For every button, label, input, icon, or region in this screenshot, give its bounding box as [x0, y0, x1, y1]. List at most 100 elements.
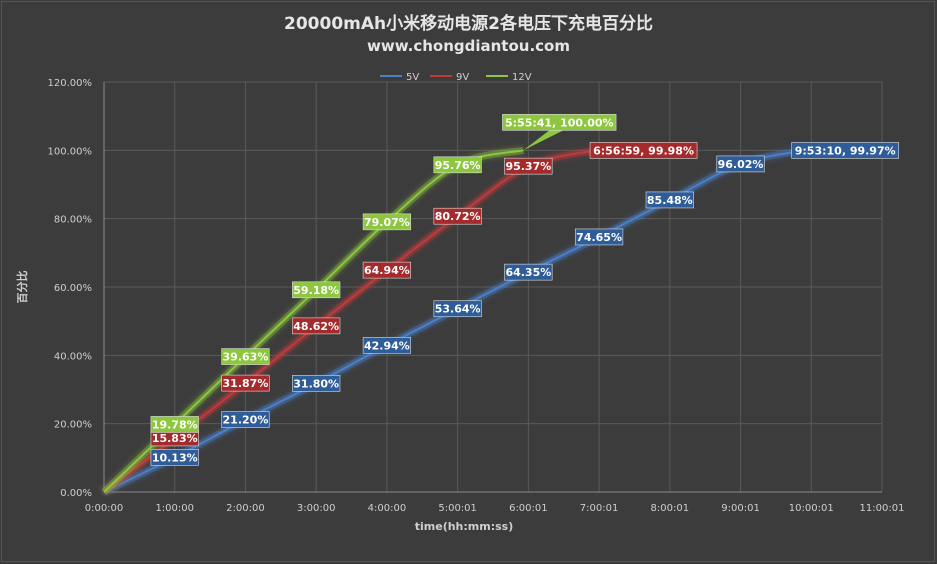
x-tick-label: 2:00:00	[226, 503, 265, 514]
data-label-12V: 5:55:41, 100.00%	[502, 114, 617, 151]
data-label-text: 80.72%	[435, 210, 481, 223]
data-label-text: 64.94%	[364, 264, 410, 277]
legend-item-5V: 5V	[380, 72, 419, 83]
data-label-9V: 80.72%	[433, 207, 482, 225]
x-tick-label: 3:00:00	[297, 503, 336, 514]
data-label-9V: 64.94%	[362, 261, 412, 279]
data-label-text: 53.64%	[435, 303, 481, 316]
data-label-text: 79.07%	[364, 216, 410, 229]
tick-layer: 0.00% 20.00% 40.00% 60.00% 80.00% 100.00% 120.…	[48, 78, 905, 514]
data-label-text: 5:55:41, 100.00%	[505, 116, 614, 129]
data-label-text: 31.87%	[223, 377, 269, 390]
data-label-5V: 10.13%	[150, 449, 199, 466]
data-label-5V: 9:53:10, 99.97%	[791, 142, 900, 159]
data-label-box	[150, 416, 199, 433]
data-label-box	[589, 142, 698, 159]
data-label-box	[292, 317, 341, 335]
data-label-9V: 6:56:59, 99.98%	[589, 142, 698, 159]
data-label-text: 6:56:59, 99.98%	[593, 144, 694, 157]
x-tick-label: 11:00:01	[860, 503, 905, 514]
data-label-box	[574, 228, 624, 246]
y-tick-label: 60.00%	[54, 283, 92, 294]
data-label-text: 21.20%	[223, 414, 269, 427]
data-label-text: 64.35%	[505, 266, 551, 279]
data-label-text: 19.78%	[152, 418, 198, 431]
data-label-box	[221, 411, 270, 428]
data-label-box	[362, 336, 412, 354]
x-tick-label: 6:00:01	[509, 503, 548, 514]
legend: 5V 9V 12V	[380, 72, 532, 83]
data-label-box	[433, 300, 482, 318]
data-label-text: 15.83%	[152, 432, 198, 445]
data-label-12V: 19.78%	[150, 416, 199, 433]
legend-item-12V: 12V	[486, 72, 532, 83]
data-label-box	[292, 375, 341, 392]
data-label-box	[504, 263, 553, 281]
data-label-5V: 42.94%	[362, 336, 412, 354]
label-layer: 10.13% 21.20% 31.80% 42.94% 53.64% 64.35% 74.6…	[150, 114, 900, 466]
y-tick-label: 80.00%	[54, 215, 92, 226]
data-label-5V: 21.20%	[221, 411, 270, 428]
data-label-box	[504, 157, 553, 175]
data-label-box	[716, 155, 765, 173]
data-label-12V: 95.76%	[433, 156, 482, 174]
data-label-5V: 53.64%	[433, 300, 482, 318]
data-label-text: 31.80%	[293, 377, 339, 390]
data-label-text: 85.48%	[647, 194, 693, 207]
callout-pointer	[523, 130, 564, 151]
data-label-5V: 64.35%	[504, 263, 553, 281]
data-label-text: 48.62%	[293, 320, 339, 333]
chart-subtitle: www.chongdiantou.com	[367, 37, 570, 55]
y-tick-label: 0.00%	[60, 488, 92, 499]
legend-label: 9V	[456, 72, 469, 83]
x-tick-label: 5:00:01	[438, 503, 477, 514]
data-label-5V: 31.80%	[292, 375, 341, 392]
y-tick-label: 20.00%	[54, 420, 92, 431]
data-label-box	[433, 207, 482, 225]
data-label-text: 39.63%	[223, 351, 269, 364]
data-label-text: 74.65%	[576, 231, 622, 244]
data-label-12V: 39.63%	[221, 348, 270, 365]
x-tick-label: 0:00:00	[85, 503, 124, 514]
legend-label: 12V	[512, 72, 532, 83]
data-label-text: 59.18%	[293, 284, 339, 297]
data-label-9V: 15.83%	[150, 429, 199, 447]
data-label-text: 95.76%	[435, 159, 481, 172]
data-label-box	[791, 142, 900, 159]
legend-label: 5V	[406, 72, 419, 83]
legend-item-9V: 9V	[430, 72, 469, 83]
data-label-box	[433, 156, 482, 174]
data-label-box	[502, 114, 617, 131]
x-tick-label: 7:00:01	[580, 503, 619, 514]
data-label-box	[221, 348, 270, 365]
data-label-9V: 48.62%	[292, 317, 341, 335]
chart-title: 20000mAh小米移动电源2各电压下充电百分比	[284, 14, 653, 34]
x-axis-label: time(hh:mm:ss)	[415, 520, 513, 533]
data-label-12V: 79.07%	[362, 213, 412, 231]
x-tick-label: 8:00:01	[651, 503, 690, 514]
y-tick-label: 120.00%	[48, 78, 93, 89]
data-label-text: 95.37%	[505, 160, 551, 173]
data-label-box	[292, 281, 341, 299]
data-label-box	[362, 213, 412, 231]
data-label-box	[221, 374, 270, 392]
data-label-5V: 85.48%	[645, 191, 694, 209]
data-label-text: 10.13%	[152, 451, 198, 464]
data-label-box	[150, 449, 199, 466]
x-tick-label: 1:00:00	[155, 503, 194, 514]
data-label-text: 96.02%	[718, 158, 764, 171]
data-label-box	[362, 261, 412, 279]
data-label-text: 42.94%	[364, 339, 410, 352]
data-label-text: 9:53:10, 99.97%	[795, 144, 896, 157]
line-layer	[101, 146, 804, 496]
y-tick-label: 40.00%	[54, 351, 92, 362]
data-label-9V: 95.37%	[504, 157, 553, 175]
data-label-9V: 31.87%	[221, 374, 270, 392]
data-label-box	[645, 191, 694, 209]
x-tick-label: 9:00:01	[721, 503, 760, 514]
x-tick-label: 4:00:00	[368, 503, 407, 514]
data-label-5V: 74.65%	[574, 228, 624, 246]
